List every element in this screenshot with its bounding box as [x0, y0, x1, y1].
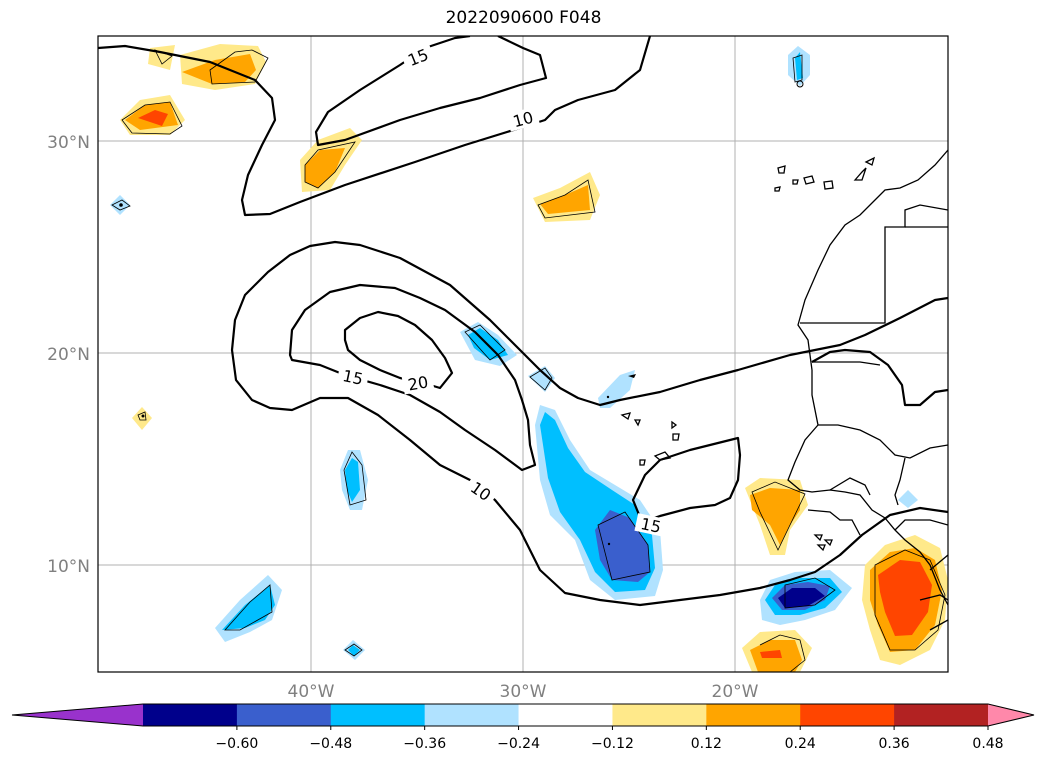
colorbar-swatch [143, 704, 238, 726]
positive-anomaly [138, 110, 168, 126]
colorbar-swatch [236, 704, 332, 726]
contour-labels: 15 10 15 20 10 15 [336, 43, 668, 537]
positive-anomaly [878, 560, 932, 636]
positive-anomaly [750, 488, 800, 545]
positive-anomaly [305, 148, 345, 188]
positive-anomaly [148, 45, 175, 70]
lat-axis: 30°N 20°N 10°N [47, 133, 90, 577]
colorbar-tick-label: 0.24 [785, 736, 816, 752]
contour-label: 15 [341, 366, 365, 389]
colorbar-swatch [330, 704, 426, 726]
positive-anomaly [182, 54, 256, 84]
negative-anomaly [345, 458, 360, 502]
map-title: 2022090600 F048 [445, 8, 602, 28]
colorbar-tick-label: −0.36 [403, 736, 446, 752]
contour-20 [343, 310, 454, 390]
colorbar-swatch [706, 704, 801, 726]
negative-anomaly [795, 52, 803, 80]
negative-anomaly [222, 585, 275, 630]
contour-label: 10 [511, 108, 536, 132]
colorbar-tick-label: −0.60 [215, 736, 258, 752]
colorbar-swatch [424, 704, 520, 726]
colorbar: −0.60 −0.48 −0.36 −0.24 −0.12 0.12 0.24 0.36 0.4… [11, 703, 1035, 752]
lat-tick-label: 30°N [47, 133, 90, 153]
lon-tick-label: 20°W [712, 682, 759, 702]
positive-anomaly [132, 407, 152, 430]
contour-10-band [230, 240, 948, 607]
colorbar-tick-label: −0.12 [591, 736, 634, 752]
map-plot-area: 15 10 15 20 10 15 [98, 36, 948, 672]
lat-tick-label: 10°N [47, 557, 90, 577]
colorbar-extend-high [988, 704, 1034, 726]
contour-15-north [98, 36, 652, 217]
shaded-field [110, 44, 948, 672]
contour-label: 15 [639, 514, 663, 537]
small-features [119, 80, 804, 546]
colorbar-swatch [612, 704, 707, 726]
coastlines [620, 149, 948, 631]
negative-anomaly [348, 645, 360, 656]
colorbar-swatch [518, 704, 613, 726]
colorbar-tick-label: 0.36 [879, 736, 910, 752]
contour-label: 20 [406, 372, 429, 394]
negative-anomaly [778, 588, 825, 608]
colorbar-outline [11, 703, 1035, 727]
colorbar-tick-label: −0.24 [497, 736, 540, 752]
negative-anomaly [898, 490, 918, 508]
contour-lines [98, 36, 948, 607]
lon-tick-label: 40°W [288, 682, 335, 702]
contour-15-inner [288, 283, 537, 472]
shade-outlines [111, 49, 946, 672]
colorbar-tick-label: −0.48 [309, 736, 352, 752]
colorbar-extend-low [12, 704, 143, 726]
colorbar-tick-label: 0.12 [691, 736, 722, 752]
positive-anomaly [540, 185, 590, 214]
colorbar-tick-label: 0.48 [972, 736, 1003, 752]
negative-anomaly [598, 370, 635, 408]
lat-tick-label: 20°N [47, 345, 90, 365]
lon-tick-label: 30°W [500, 682, 547, 702]
map-frame [97, 35, 949, 673]
positive-anomaly [760, 650, 782, 658]
colorbar-swatch [800, 704, 895, 726]
colorbar-swatch [894, 704, 989, 726]
contour-15-south [631, 436, 742, 524]
contour-10-east [811, 348, 948, 407]
lon-axis: 40°W 30°W 20°W [288, 682, 759, 702]
